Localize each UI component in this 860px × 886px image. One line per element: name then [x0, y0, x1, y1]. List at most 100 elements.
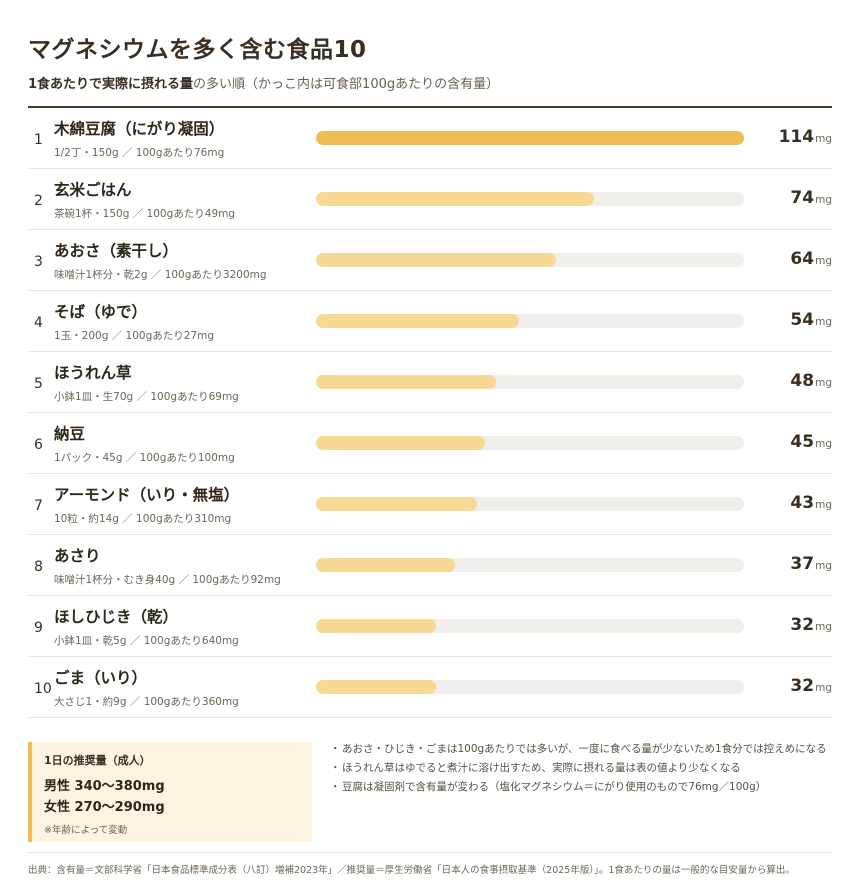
- chart-row: 3 あおさ（素干し） 味噌汁1杯分・乾2g ／ 100gあたり3200mg 64mg: [28, 230, 832, 291]
- ranking-chart: 1 木綿豆腐（にがり凝固） 1/2丁・150g ／ 100gあたり76mg 114mg…: [28, 108, 832, 718]
- food-name: あおさ（素干し）: [54, 242, 179, 260]
- chart-row: 1 木綿豆腐（にがり凝固） 1/2丁・150g ／ 100gあたり76mg 114mg: [28, 108, 832, 169]
- bar: [316, 314, 519, 328]
- value-number: 37: [790, 554, 815, 574]
- rank-label: 9: [34, 620, 43, 636]
- bar-track: [316, 436, 744, 450]
- value-number: 43: [790, 493, 815, 513]
- bar-track: [316, 558, 744, 572]
- header-divider: [28, 106, 832, 108]
- value-number: 32: [790, 615, 815, 635]
- bar: [316, 192, 594, 206]
- rank-label: 3: [34, 254, 43, 270]
- value-label: 54mg: [790, 310, 832, 330]
- recommendation-male: 男性 340〜380mg: [44, 779, 165, 794]
- bar: [316, 680, 437, 694]
- food-detail: 味噌汁1杯分・むき身40g ／ 100gあたり92mg: [54, 574, 281, 586]
- value-unit: mg: [815, 438, 832, 450]
- bar-track: [316, 253, 744, 267]
- food-name: 玄米ごはん: [54, 181, 132, 199]
- bar-track: [316, 131, 744, 145]
- bar: [316, 253, 557, 267]
- food-name: 木綿豆腐（にがり凝固）: [54, 120, 225, 138]
- notes-list: あおさ・ひじき・ごまは100gあたりでは多いが、一度に食べる量が少ないため1食分…: [330, 740, 835, 797]
- bar: [316, 619, 437, 633]
- chart-row: 10 ごま（いり） 大さじ1・約9g ／ 100gあたり360mg 32mg: [28, 657, 832, 718]
- recommendation-heading: 1日の推奨量（成人）: [44, 754, 151, 767]
- rank-label: 7: [34, 498, 43, 514]
- recommendation-note: ※年齢によって変動: [44, 825, 128, 836]
- footer-divider: [28, 852, 832, 853]
- food-name: ほしひじき（乾）: [54, 608, 179, 626]
- value-label: 43mg: [790, 493, 832, 513]
- value-unit: mg: [815, 682, 832, 694]
- food-detail: 味噌汁1杯分・乾2g ／ 100gあたり3200mg: [54, 269, 267, 281]
- value-label: 114mg: [779, 127, 832, 147]
- value-number: 54: [790, 310, 815, 330]
- subtitle-emphasis: 1食あたりで実際に摂れる量: [28, 77, 194, 92]
- bar-track: [316, 375, 744, 389]
- value-label: 32mg: [790, 615, 832, 635]
- bar-track: [316, 314, 744, 328]
- value-unit: mg: [815, 621, 832, 633]
- food-name: ごま（いり）: [54, 669, 148, 687]
- value-label: 48mg: [790, 371, 832, 391]
- note-item: ほうれん草はゆでると煮汁に溶け出すため、実際に摂れる量は表の値より少なくなる: [330, 759, 835, 778]
- rank-label: 4: [34, 315, 43, 331]
- rank-label: 1: [34, 132, 43, 148]
- recommendation-female: 女性 270〜290mg: [44, 800, 165, 815]
- bar: [316, 436, 485, 450]
- recommendation-box: 1日の推奨量（成人） 男性 340〜380mg 女性 270〜290mg ※年齢…: [28, 742, 312, 842]
- value-number: 48: [790, 371, 815, 391]
- value-number: 114: [778, 127, 815, 147]
- value-unit: mg: [815, 316, 832, 328]
- value-unit: mg: [815, 377, 832, 389]
- page-subtitle: 1食あたりで実際に摂れる量の多い順（かっこ内は可食部100gあたりの含有量）: [28, 73, 499, 92]
- value-label: 74mg: [790, 188, 832, 208]
- food-detail: 1玉・200g ／ 100gあたり27mg: [54, 330, 215, 342]
- value-label: 32mg: [790, 676, 832, 696]
- food-name: 納豆: [54, 425, 86, 443]
- food-name: アーモンド（いり・無塩）: [54, 486, 240, 504]
- note-item: 豆腐は凝固剤で含有量が変わる（塩化マグネシウム＝にがり使用のもので76mg／10…: [330, 778, 835, 797]
- value-number: 45: [790, 432, 815, 452]
- value-unit: mg: [815, 255, 832, 267]
- rank-label: 2: [34, 193, 43, 209]
- value-unit: mg: [815, 133, 832, 145]
- bar-track: [316, 680, 744, 694]
- page-title: マグネシウムを多く含む食品10: [28, 37, 367, 63]
- chart-row: 8 あさり味噌汁1杯分・むき身40g ／ 100gあたり92mg 37mg: [28, 535, 832, 596]
- rank-label: 8: [34, 559, 43, 575]
- bar: [316, 497, 478, 511]
- value-unit: mg: [815, 499, 832, 511]
- food-detail: 1/2丁・150g ／ 100gあたり76mg: [54, 147, 225, 159]
- food-name: そば（ゆで）: [54, 303, 148, 321]
- chart-row: 7 アーモンド（いり・無塩） 10粒・約14g ／ 100gあたり310mg 43mg: [28, 474, 832, 535]
- chart-row: 2 玄米ごはん茶碗1杯・150g ／ 100gあたり49mg 74mg: [28, 169, 832, 230]
- food-detail: 10粒・約14g ／ 100gあたり310mg: [54, 513, 232, 525]
- rank-label: 10: [34, 681, 52, 697]
- food-detail: 小鉢1皿・生70g ／ 100gあたり69mg: [54, 391, 239, 403]
- rank-label: 6: [34, 437, 43, 453]
- value-number: 74: [790, 188, 815, 208]
- food-name: ほうれん草: [54, 364, 132, 382]
- food-detail: 茶碗1杯・150g ／ 100gあたり49mg: [54, 208, 236, 220]
- chart-row: 6 納豆 1パック・45g ／ 100gあたり100mg 45mg: [28, 413, 832, 474]
- bar: [316, 558, 455, 572]
- value-unit: mg: [815, 560, 832, 572]
- chart-row: 9 ほしひじき（乾） 小鉢1皿・乾5g ／ 100gあたり640mg 32mg: [28, 596, 832, 657]
- value-label: 45mg: [790, 432, 832, 452]
- recommendation-values: 男性 340〜380mg 女性 270〜290mg: [44, 776, 312, 818]
- bar-track: [316, 497, 744, 511]
- source-text: 出典：含有量＝文部科学省「日本食品標準成分表（八訂）増補2023年」／推奨量＝厚…: [28, 865, 795, 876]
- bar-track: [316, 619, 744, 633]
- food-name: あさり: [54, 547, 101, 565]
- value-number: 64: [790, 249, 815, 269]
- value-number: 32: [790, 676, 815, 696]
- subtitle-rest: の多い順（かっこ内は可食部100gあたりの含有量）: [193, 77, 500, 92]
- bar: [316, 131, 744, 145]
- food-detail: 小鉢1皿・乾5g ／ 100gあたり640mg: [54, 635, 239, 647]
- rank-label: 5: [34, 376, 43, 392]
- chart-row: 4 そば（ゆで） 1玉・200g ／ 100gあたり27mg 54mg: [28, 291, 832, 352]
